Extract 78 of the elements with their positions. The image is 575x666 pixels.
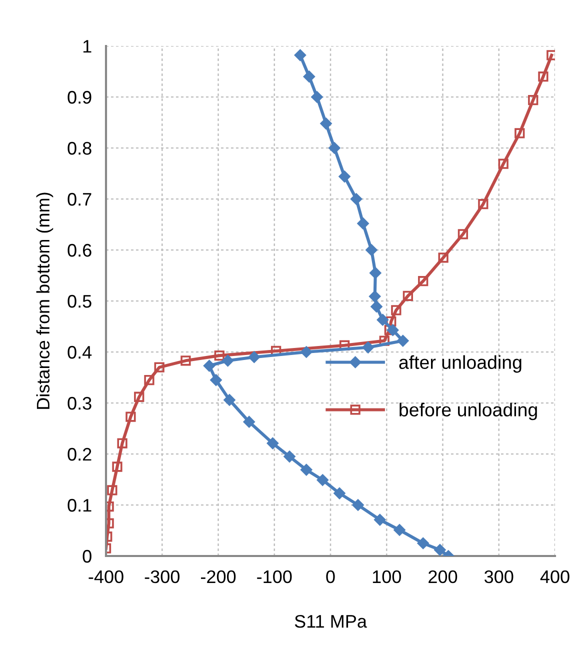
y-tick-label: 0.2 (68, 448, 92, 461)
point (369, 290, 381, 302)
point (311, 91, 323, 103)
y-tick-label: 0.6 (68, 244, 92, 257)
point (478, 199, 488, 210)
point (538, 72, 548, 82)
point (222, 354, 234, 366)
point (370, 267, 382, 279)
y-tick-label: 0.7 (68, 192, 92, 206)
y-tick-label: 0.3 (68, 396, 92, 410)
point (402, 290, 414, 301)
point (514, 128, 525, 138)
x-tick-label: -400 (88, 570, 124, 584)
point (370, 300, 382, 312)
point (284, 450, 296, 462)
point (417, 537, 429, 550)
point (294, 49, 306, 61)
point (134, 392, 144, 402)
y-axis-title: Distance from bottom (mm) (36, 192, 54, 409)
y-tick-label: 0.8 (68, 142, 92, 155)
point (498, 158, 508, 169)
y-tick-label: 0 (82, 550, 92, 563)
point (248, 351, 260, 363)
x-tick-label: 400 (540, 570, 570, 584)
point (334, 487, 346, 500)
point (328, 142, 340, 154)
point (300, 464, 312, 476)
point (126, 412, 136, 422)
point (362, 342, 374, 354)
point (107, 485, 118, 496)
point (203, 360, 216, 372)
point (117, 438, 128, 448)
point (224, 394, 236, 406)
x-axis-title: S11 MPa (294, 614, 367, 628)
point (434, 544, 446, 556)
legend-label: before unloading (400, 402, 537, 420)
y-tick-label: 0.9 (68, 90, 92, 104)
y-tick-label: 0.1 (68, 498, 92, 512)
point (374, 514, 386, 526)
point (352, 499, 364, 511)
point (112, 462, 122, 472)
legend-label: after unloading (399, 355, 522, 373)
point (350, 193, 362, 205)
point (357, 218, 369, 230)
point (366, 244, 378, 256)
point (528, 94, 538, 106)
point (320, 118, 332, 130)
x-tick-label: 200 (428, 570, 458, 584)
point (397, 334, 409, 347)
x-tick-label: -300 (144, 570, 180, 584)
point (243, 416, 255, 428)
y-tick-label: 0.4 (68, 346, 92, 359)
point (154, 362, 164, 372)
y-tick-label: 0.5 (68, 294, 92, 308)
point (418, 276, 428, 286)
y-tick-label: 1 (83, 40, 92, 53)
point (210, 374, 222, 386)
point (394, 524, 406, 536)
point (391, 305, 402, 316)
point (379, 336, 390, 346)
point (438, 252, 448, 263)
point (386, 316, 396, 326)
point (458, 229, 468, 240)
point (180, 356, 191, 366)
point (300, 346, 312, 358)
point (303, 70, 315, 82)
point (266, 437, 279, 450)
point (376, 314, 389, 326)
point (386, 324, 399, 336)
point (214, 350, 224, 361)
point (144, 374, 154, 386)
x-tick-label: 100 (372, 570, 401, 584)
point (338, 170, 350, 182)
point (316, 474, 328, 486)
x-tick-label: -100 (257, 570, 292, 584)
x-tick-label: 0 (326, 570, 335, 584)
x-tick-label: -200 (200, 570, 236, 584)
x-tick-label: 300 (484, 570, 514, 584)
